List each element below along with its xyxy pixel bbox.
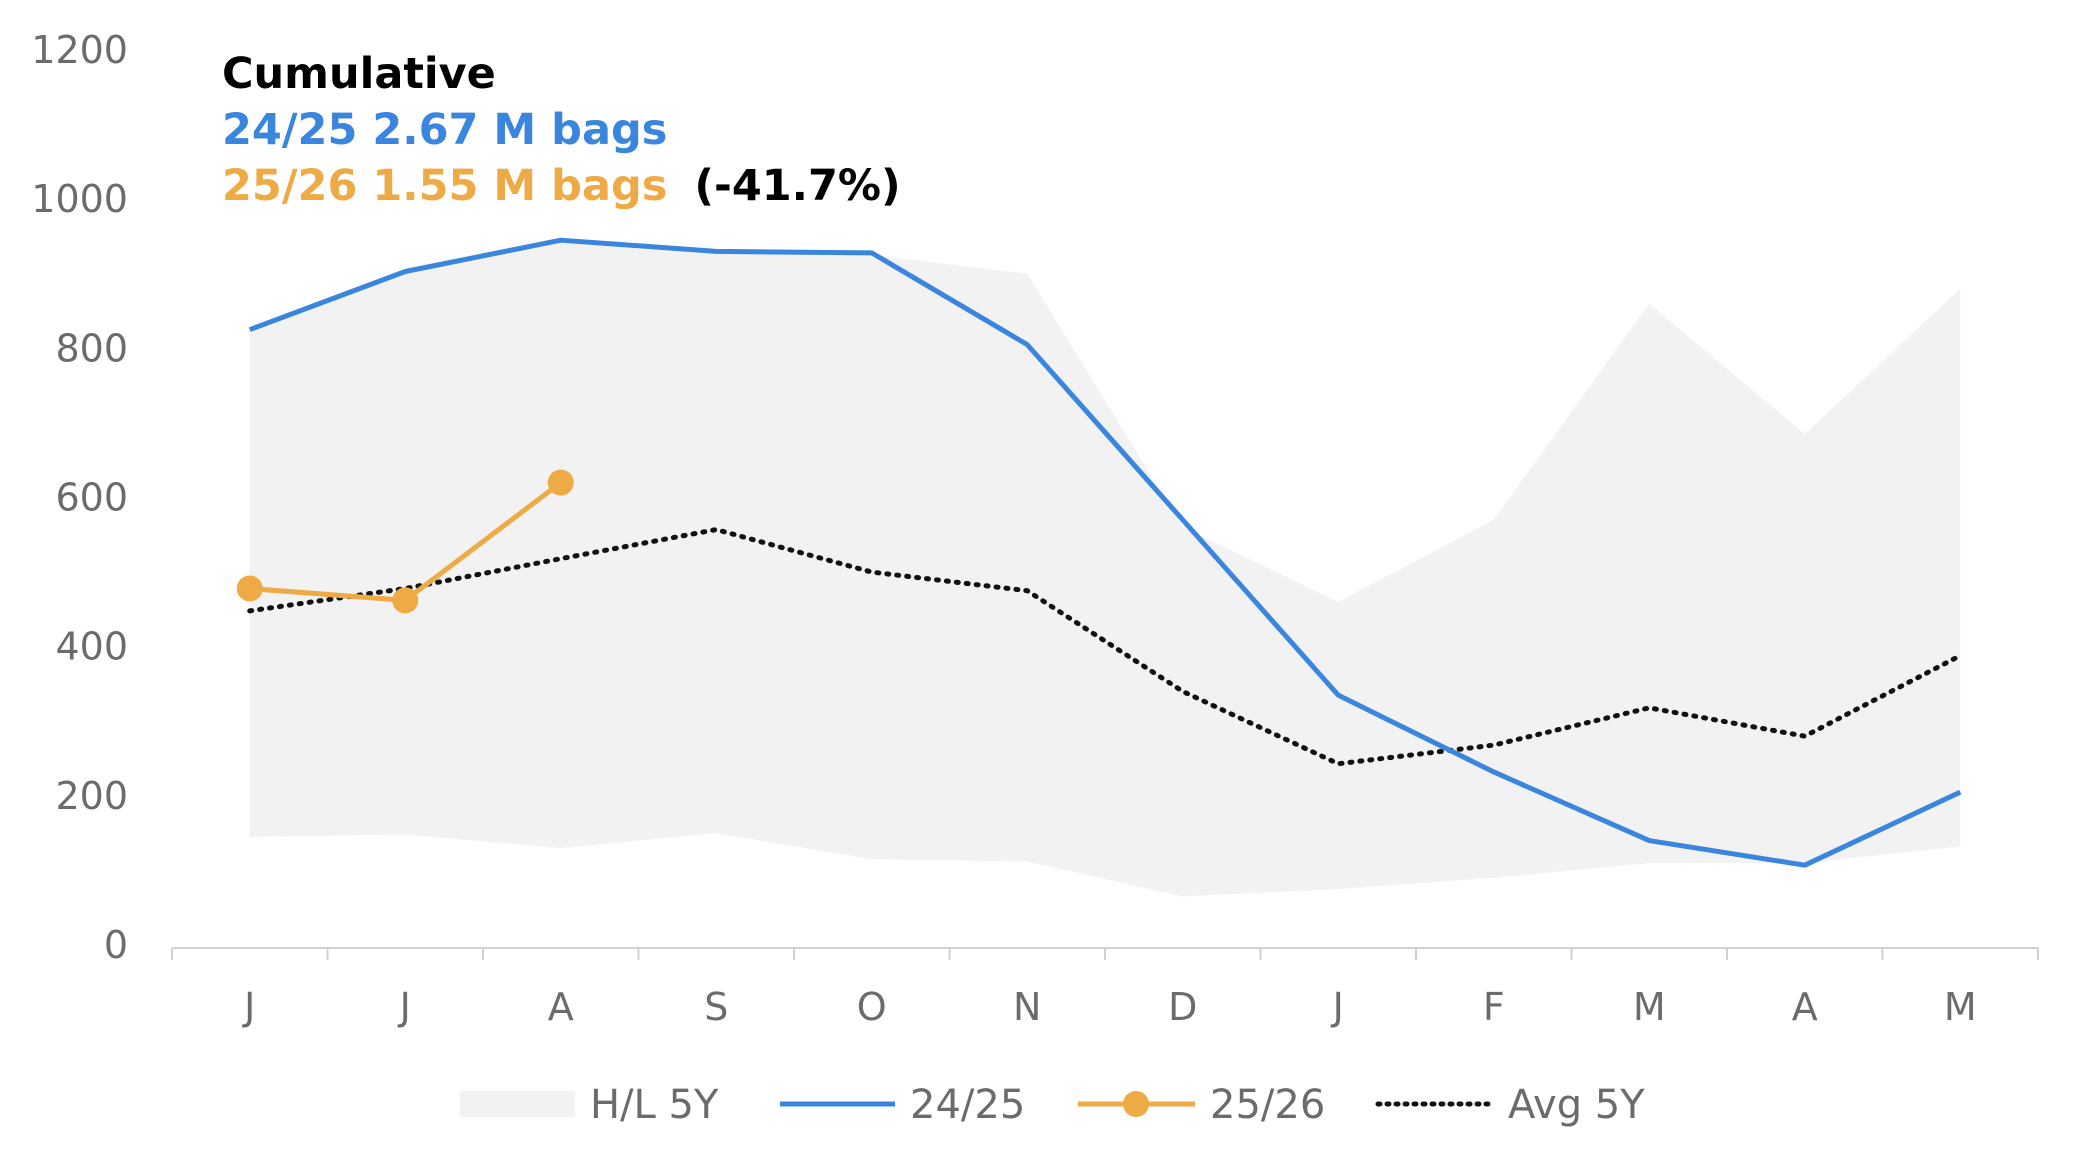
annotation-2425-total: 24/25 2.67 M bags (222, 105, 667, 155)
series-point-25-26 (236, 575, 263, 602)
y-tick-label: 800 (55, 326, 128, 370)
y-tick-label: 1200 (31, 28, 128, 72)
legend-label-band: H/L 5Y (590, 1082, 719, 1128)
y-tick-label: 0 (104, 923, 128, 967)
y-tick-label: 1000 (31, 177, 128, 221)
y-tick-label: 200 (55, 774, 128, 818)
x-tick-label: F (1483, 985, 1505, 1029)
series-line-24-25 (248, 237, 1962, 868)
x-tick-label: A (548, 985, 574, 1029)
legend-swatch-band (460, 1091, 575, 1117)
axis-layer: J J A S O N D J F M A M 0 200 400 600 800 1000 1200 (31, 28, 2039, 1029)
annotation-title: Cumulative (222, 49, 496, 99)
series-point-25-26 (392, 587, 419, 614)
x-tick-label: J (398, 985, 411, 1029)
y-tick-label: 600 (55, 476, 128, 520)
annotation-2526-pct: (-41.7%) (694, 161, 900, 211)
band-layer (249, 240, 1961, 897)
series-line-avg-5y (247, 527, 1963, 767)
legend: H/L 5Y 24/25 25/26 Avg 5Y (460, 1082, 1645, 1128)
legend-label-avg: Avg 5Y (1508, 1082, 1645, 1128)
x-tick-label: O (857, 985, 887, 1029)
y-tick-label: 400 (55, 625, 128, 669)
x-tick-label: M (1944, 985, 1977, 1029)
x-tick-label: J (1331, 985, 1344, 1029)
legend-label-2526: 25/26 (1210, 1082, 1325, 1128)
legend-label-2425: 24/25 (910, 1082, 1025, 1128)
legend-swatch-2526-marker (1123, 1091, 1149, 1117)
x-tick-label: A (1792, 985, 1818, 1029)
annotation-block: Cumulative 24/25 2.67 M bags 25/26 1.55 … (222, 49, 901, 211)
x-tick-label: J (242, 985, 255, 1029)
band-area-hl5y (249, 240, 1961, 897)
x-tick-label: M (1633, 985, 1666, 1029)
series-point-25-26 (547, 469, 574, 496)
annotation-2526-line: 25/26 1.55 M bags (-41.7%) (222, 161, 901, 211)
x-tick-label: D (1168, 985, 1197, 1029)
series-layer (236, 237, 1963, 868)
x-tick-label: N (1013, 985, 1041, 1029)
x-tick-label: S (704, 985, 728, 1029)
annotation-2526-total: 25/26 1.55 M bags (222, 161, 667, 211)
